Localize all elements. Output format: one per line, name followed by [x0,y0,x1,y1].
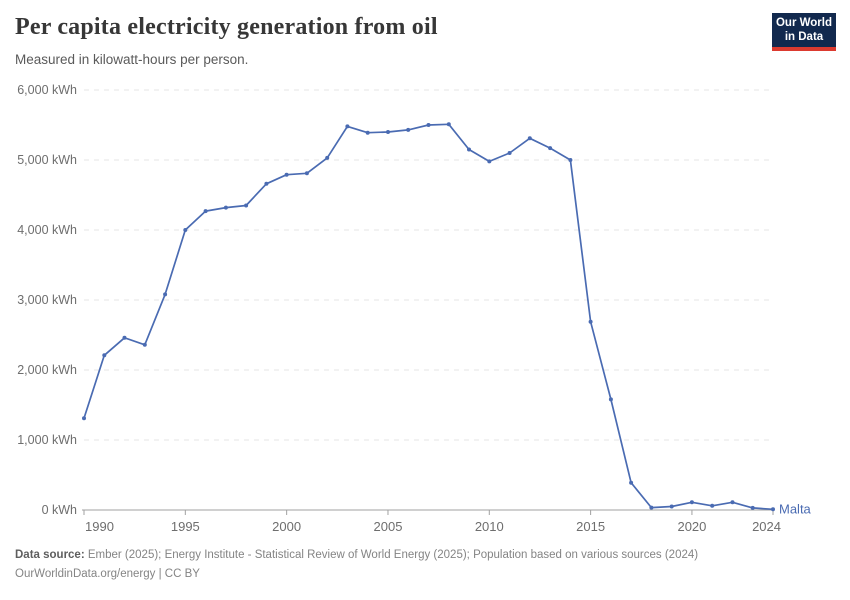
y-axis-label: 1,000 kWh [17,433,77,447]
data-point[interactable] [203,209,208,214]
footer-link[interactable]: OurWorldinData.org/energy | CC BY [15,567,200,580]
x-tick-label: 2020 [677,519,706,534]
series-line-malta[interactable] [83,123,774,511]
data-point[interactable] [426,123,431,127]
data-point[interactable] [771,507,775,512]
data-point[interactable] [487,159,492,164]
y-axis-label: 3,000 kWh [17,293,77,307]
data-point[interactable] [102,353,107,358]
data-point[interactable] [629,480,634,485]
data-point[interactable] [568,158,573,162]
x-tick-label: 2005 [374,519,403,534]
page-subtitle: Measured in kilowatt-hours per person. [15,52,249,67]
owid-logo-line2: in Data [784,31,824,43]
data-point[interactable] [649,505,654,510]
data-point[interactable] [406,127,411,132]
data-point[interactable] [345,124,350,129]
y-axis-label: 0 kWh [42,503,77,517]
data-point[interactable] [710,503,715,508]
y-axis-label: 4,000 kWh [17,223,77,237]
data-point[interactable] [304,171,309,176]
data-point[interactable] [82,416,86,421]
data-point[interactable] [689,500,694,505]
data-point[interactable] [142,342,147,347]
data-point[interactable] [122,335,127,340]
data-point[interactable] [750,505,755,510]
data-point[interactable] [284,172,289,177]
owid-logo-line1: Our World [775,16,832,29]
data-point[interactable] [264,181,269,186]
data-point[interactable] [325,155,330,160]
datasource-label: Data source: [15,549,85,561]
x-tick-label: 2000 [272,519,301,534]
data-point[interactable] [386,130,390,134]
page-title: Per capita electricity generation from o… [15,14,438,40]
data-point[interactable] [669,504,674,509]
datasource-line: Data source: Ember (2025); Energy Instit… [15,549,698,561]
chart-footer: Data source: Ember (2025); Energy Instit… [15,546,698,583]
datasource-text: Ember (2025); Energy Institute - Statist… [84,549,699,561]
x-tick-label: 2010 [475,519,504,534]
data-point[interactable] [507,151,512,155]
data-point[interactable] [223,205,228,210]
data-point[interactable] [548,146,553,151]
data-point[interactable] [608,397,613,402]
x-tick-label: 2024 [752,519,781,534]
data-point[interactable] [183,228,188,232]
data-point[interactable] [365,130,370,135]
owid-logo[interactable]: Our World in Data [772,13,836,51]
data-point[interactable] [467,147,471,152]
y-axis-label: 6,000 kWh [17,83,77,97]
data-point[interactable] [527,136,532,141]
y-axis-label: 5,000 kWh [17,153,77,167]
y-axis-label: 2,000 kWh [17,363,77,377]
x-tick-label: 1995 [171,519,200,534]
data-point[interactable] [163,292,168,297]
series-label-malta[interactable]: Malta [779,501,812,516]
x-tick-label: 2015 [576,519,605,534]
data-point[interactable] [730,500,735,505]
data-point[interactable] [244,203,249,208]
data-point[interactable] [588,319,593,324]
x-tick-label: 1990 [85,519,114,534]
data-point[interactable] [446,122,451,127]
